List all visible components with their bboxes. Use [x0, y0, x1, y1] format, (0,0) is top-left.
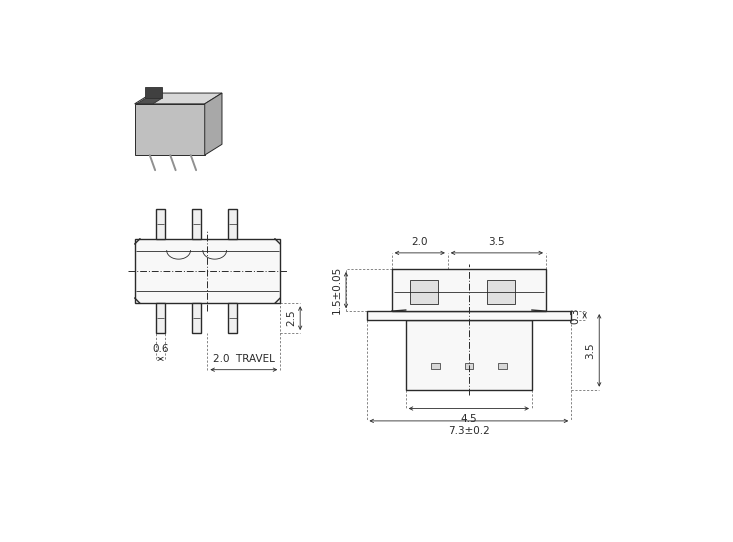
Bar — [192, 209, 201, 238]
Text: 2.5: 2.5 — [286, 310, 296, 326]
Bar — [465, 363, 474, 369]
Polygon shape — [137, 99, 161, 104]
Bar — [156, 304, 165, 333]
Text: 2.0: 2.0 — [411, 237, 428, 248]
Bar — [192, 304, 201, 333]
Bar — [366, 311, 571, 320]
Text: 1.5±0.05: 1.5±0.05 — [332, 266, 342, 314]
Bar — [135, 238, 280, 304]
Polygon shape — [205, 93, 222, 155]
Bar — [156, 209, 165, 238]
Bar — [229, 209, 237, 238]
Text: 4.5: 4.5 — [460, 414, 477, 424]
Text: 7.3±0.2: 7.3±0.2 — [448, 427, 490, 436]
Text: 0.6: 0.6 — [152, 344, 169, 353]
Bar — [431, 363, 440, 369]
Text: 3.5: 3.5 — [489, 237, 505, 248]
Polygon shape — [135, 93, 222, 104]
Bar — [410, 280, 438, 304]
Bar — [406, 320, 532, 390]
Text: 3.5: 3.5 — [585, 342, 595, 359]
Polygon shape — [145, 87, 161, 99]
Text: 0.3: 0.3 — [570, 307, 581, 324]
Bar — [229, 304, 237, 333]
Bar — [391, 269, 546, 311]
Polygon shape — [135, 104, 205, 155]
Bar — [498, 363, 507, 369]
Text: 2.0  TRAVEL: 2.0 TRAVEL — [213, 354, 275, 364]
Bar — [487, 280, 515, 304]
